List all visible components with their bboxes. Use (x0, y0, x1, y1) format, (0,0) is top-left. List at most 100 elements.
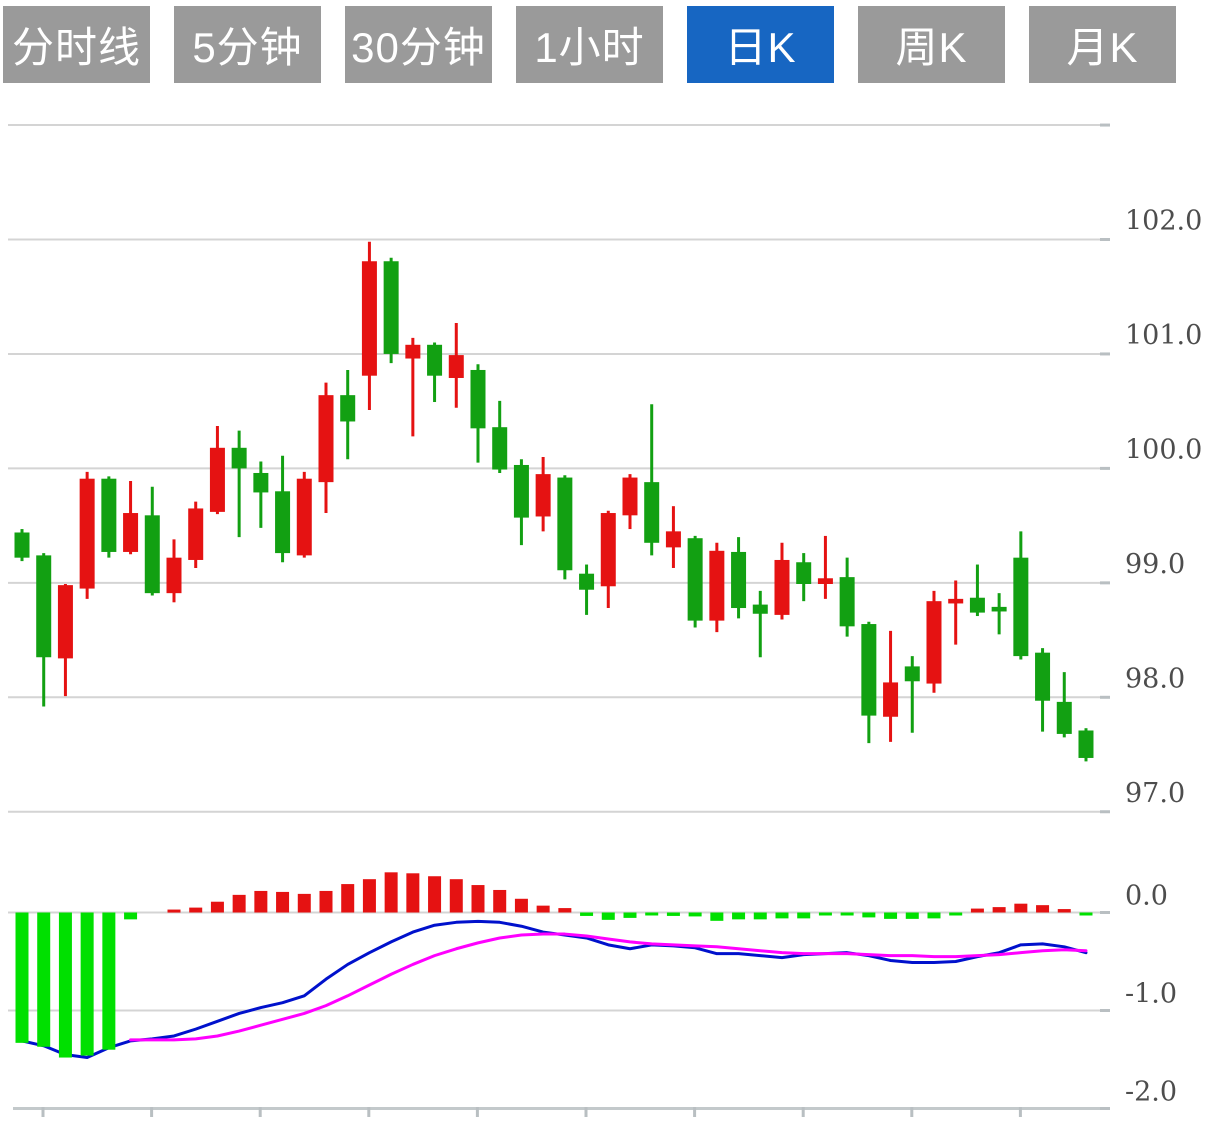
candle-body (731, 551, 747, 609)
macd-histogram-bar (688, 912, 702, 917)
macd-histogram-bar (992, 907, 1006, 913)
candle-body (600, 513, 616, 587)
candle-body (209, 447, 225, 512)
candle-body (1078, 730, 1094, 758)
gridlines (8, 123, 1110, 1117)
candle-body (752, 604, 768, 614)
timeframe-tabs: 分时线 5分钟 30分钟 1小时 日K 周K 月K (0, 0, 1207, 92)
macd-histogram-bar (319, 890, 333, 913)
macd-histogram-bar (428, 876, 442, 913)
candle-body (796, 562, 812, 584)
tab-5min[interactable]: 5分钟 (174, 6, 321, 83)
macd-histogram-bar (710, 912, 724, 921)
axis-labels: 102.0 101.0 100.0 99.0 98.0 97.0 0.0 -1.0 -2.0 (1125, 206, 1202, 1108)
macd-histogram-bar (905, 912, 919, 919)
macd-histogram-bar (927, 912, 941, 919)
candle-body (36, 555, 52, 658)
tab-1hour[interactable]: 1小时 (516, 6, 663, 83)
macd-histogram-bar (601, 912, 615, 920)
candle-body (448, 355, 464, 378)
candle-body (166, 557, 182, 594)
macd-histogram-bar (1079, 912, 1093, 916)
tab-daily-k[interactable]: 日K (687, 6, 834, 83)
macd-histogram-bar (884, 912, 898, 919)
candle-body (470, 369, 486, 429)
price-axis-label: 97.0 (1125, 778, 1185, 809)
candle-body (774, 559, 790, 615)
macd-histogram-bar (167, 909, 181, 913)
macd-histogram-bar (949, 912, 963, 916)
macd-histogram-bar (210, 901, 224, 913)
macd-histogram-bar (580, 912, 594, 916)
macd-histogram-bar (341, 884, 355, 913)
macd-histogram-bar (645, 912, 659, 916)
price-axis-label: 100.0 (1125, 434, 1202, 465)
macd-histogram-bar (1036, 905, 1050, 913)
candle-body (383, 261, 399, 354)
candle-body (579, 573, 595, 590)
candle-body (622, 477, 638, 516)
macd-histogram-bar (840, 912, 854, 916)
macd-histogram-bar (732, 912, 746, 920)
tab-30min[interactable]: 30分钟 (345, 6, 492, 83)
macd-histogram-bar (536, 905, 550, 913)
price-axis-label: 101.0 (1125, 320, 1202, 351)
candle-body (644, 482, 660, 543)
tab-minute-line[interactable]: 分时线 (3, 6, 150, 83)
candle-body (275, 491, 291, 554)
macd-histogram-bar (297, 893, 311, 913)
dif-line (20, 919, 1088, 1060)
candle-body (318, 395, 334, 483)
candle-body (839, 577, 855, 627)
macd-histogram-bar (384, 872, 398, 913)
macd-histogram-bar (753, 912, 767, 920)
macd-histogram-bar (232, 894, 246, 913)
dea-line (129, 932, 1088, 1042)
candle-body (253, 472, 269, 493)
candle-body (817, 578, 833, 584)
macd-histogram-bar (666, 912, 680, 916)
candle-body (101, 478, 117, 552)
candle-body (1013, 557, 1029, 657)
candle-body (231, 447, 247, 469)
candle-body (14, 532, 30, 558)
tab-monthly-k[interactable]: 月K (1029, 6, 1176, 83)
macd-axis-label: 0.0 (1125, 881, 1168, 912)
tab-weekly-k[interactable]: 周K (858, 6, 1005, 83)
macd-lines (20, 919, 1088, 1060)
candle-body (926, 601, 942, 684)
candle-body (948, 598, 964, 604)
macd-histogram-bar (862, 912, 876, 918)
candle-body (991, 606, 1007, 612)
candle-body (969, 597, 985, 613)
candle-body (665, 531, 681, 548)
macd-histogram-bar (15, 912, 29, 1043)
macd-histogram-bar (449, 879, 463, 913)
candles (14, 241, 1094, 762)
macd-histogram-bar (1057, 909, 1071, 913)
macd-histogram-bar (558, 908, 572, 913)
macd-histogram-bar (471, 885, 485, 913)
candle-body (427, 344, 443, 376)
candle-body (904, 666, 920, 682)
macd-histogram-bar (58, 912, 72, 1058)
candle-body (883, 682, 899, 717)
macd-histogram-bar (970, 908, 984, 913)
macd-histogram-bar (623, 912, 637, 918)
candle-body (144, 515, 160, 594)
macd-histogram-bar (124, 912, 138, 920)
candle-body (687, 538, 703, 621)
candle-body (340, 395, 356, 422)
candle-body (296, 478, 312, 556)
macd-histogram-bar (797, 912, 811, 919)
candle-body (1035, 652, 1051, 701)
macd-histogram-bar (189, 907, 203, 913)
candle-body (709, 550, 725, 621)
macd-histogram-bar (362, 879, 376, 913)
candle-body (361, 261, 377, 376)
macd-histogram-bar (493, 889, 507, 913)
macd-axis-label: -2.0 (1125, 1077, 1177, 1108)
candle-body (79, 478, 95, 589)
